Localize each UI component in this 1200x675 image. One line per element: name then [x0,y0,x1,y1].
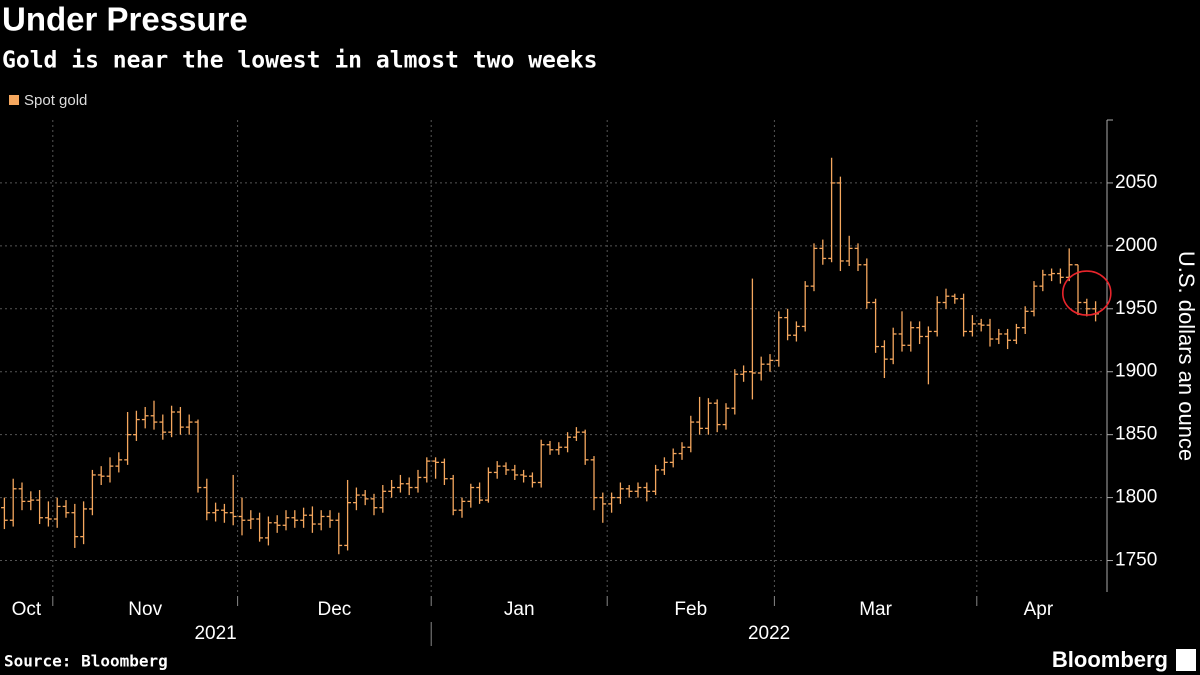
legend-label: Spot gold [24,92,87,109]
x-tick-label: Apr [1024,599,1054,620]
y-tick-label: 1900 [1115,361,1157,382]
highlight-circle [1062,270,1112,316]
y-tick-label: 2000 [1115,235,1157,256]
chart-title: Under Pressure [2,1,248,38]
x-tick-label: Dec [318,599,352,620]
brand-logo: Bloomberg [1052,647,1168,672]
y-tick-label: 2050 [1115,172,1157,193]
x-tick-label: Mar [859,599,892,620]
year-label: 2022 [748,623,790,644]
x-tick-label: Oct [12,599,42,620]
y-tick-label: 1850 [1115,424,1157,445]
x-tick-label: Nov [128,599,162,620]
chart-subtitle: Gold is near the lowest in almost two we… [2,48,597,74]
y-axis-title: U.S. dollars an ounce [1174,251,1199,461]
legend-swatch [9,95,19,105]
y-tick-label: 1950 [1115,298,1157,319]
year-label: 2021 [194,623,236,644]
source: Source: Bloomberg [4,652,168,671]
x-tick-label: Feb [674,599,707,620]
y-tick-label: 1800 [1115,487,1157,508]
brand-icon [1176,649,1196,671]
x-tick-label: Jan [504,599,535,620]
y-tick-label: 1750 [1115,550,1157,571]
